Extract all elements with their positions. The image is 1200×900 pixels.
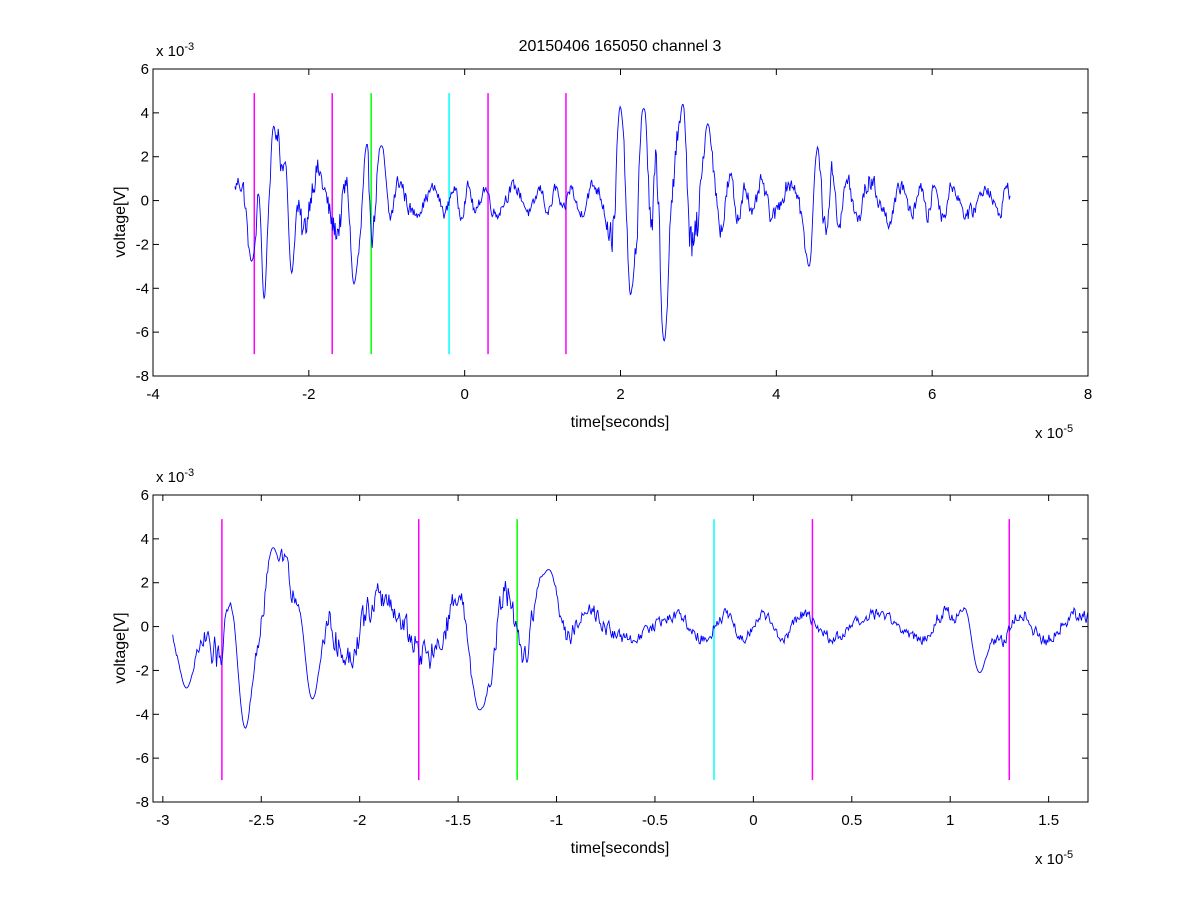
- x-exponent-label: x 10-5: [1035, 849, 1073, 868]
- y-axis-label: voltage[V]: [112, 612, 129, 683]
- y-tick-label: -2: [136, 236, 149, 253]
- x-axis-label: time[seconds]: [571, 414, 670, 431]
- signal-traces: [234, 104, 1011, 342]
- signal-trace: [172, 547, 1089, 729]
- signal-trace: [234, 104, 1011, 342]
- y-tick-label: -8: [136, 368, 149, 385]
- chart-title: 20150406 165050 channel 3: [519, 38, 722, 55]
- x-tick-label: -0.5: [642, 812, 668, 829]
- x-tick-label: -4: [146, 386, 159, 403]
- y-axis-ticks: -8 -6 -4 -2 0 2 4 6: [136, 487, 1088, 811]
- y-tick-label: -6: [136, 750, 149, 767]
- y-tick-label: -4: [136, 280, 149, 297]
- x-tick-label: -2: [302, 386, 315, 403]
- top-plot: 20150406 165050 channel 3 -4 -2 0 2 4 6 8 -8 -6…: [112, 38, 1092, 442]
- x-axis-ticks: -4 -2 0 2 4 6 8: [146, 69, 1092, 403]
- y-tick-label: 0: [141, 193, 149, 210]
- y-axis-label: voltage[V]: [112, 186, 129, 257]
- x-tick-label: -2: [353, 812, 366, 829]
- y-exponent-label: x 10-3: [156, 467, 194, 486]
- x-tick-label: 1.5: [1038, 812, 1059, 829]
- y-tick-label: -6: [136, 324, 149, 341]
- x-tick-label: 0.5: [841, 812, 862, 829]
- x-tick-label: 0: [749, 812, 757, 829]
- plot-area: [153, 495, 1088, 802]
- x-tick-label: 2: [616, 386, 624, 403]
- y-tick-label: 0: [141, 619, 149, 636]
- y-tick-label: 4: [141, 531, 149, 548]
- y-tick-label: 2: [141, 149, 149, 166]
- bottom-plot: -3 -2.5 -2 -1.5 -1 -0.5 0 0.5 1 1.5 -8-6-4-20246 …: [112, 467, 1089, 868]
- x-tick-label: -2.5: [248, 812, 274, 829]
- y-tick-label: -8: [136, 794, 149, 811]
- marker-lines: [253, 93, 567, 355]
- y-tick-label: 6: [141, 487, 149, 504]
- y-exponent-label: x 10-3: [156, 41, 194, 60]
- plot-area: [153, 69, 1088, 376]
- y-axis-ticks: -8 -6 -4 -2 0 2 4 6: [136, 61, 1088, 385]
- signal-traces: [172, 547, 1089, 729]
- y-tick-label: 6: [141, 61, 149, 78]
- x-axis-ticks: -3 -2.5 -2 -1.5 -1 -0.5 0 0.5 1 1.5: [156, 495, 1059, 829]
- marker-lines: [221, 519, 1011, 781]
- axes-box: [152, 494, 1089, 803]
- x-tick-label: 8: [1084, 386, 1092, 403]
- x-exponent-label: x 10-5: [1035, 423, 1073, 442]
- x-tick-label: 0: [460, 386, 468, 403]
- x-tick-label: 1: [946, 812, 954, 829]
- y-tick-label: 4: [141, 105, 149, 122]
- y-tick-label: -2: [136, 662, 149, 679]
- x-tick-label: -3: [156, 812, 169, 829]
- x-tick-label: -1.5: [445, 812, 471, 829]
- x-axis-label: time[seconds]: [571, 840, 670, 857]
- y-tick-label: 2: [141, 575, 149, 592]
- x-tick-label: 4: [772, 386, 780, 403]
- y-tick-label: -4: [136, 706, 149, 723]
- x-tick-label: 6: [928, 386, 936, 403]
- x-tick-label: -1: [550, 812, 563, 829]
